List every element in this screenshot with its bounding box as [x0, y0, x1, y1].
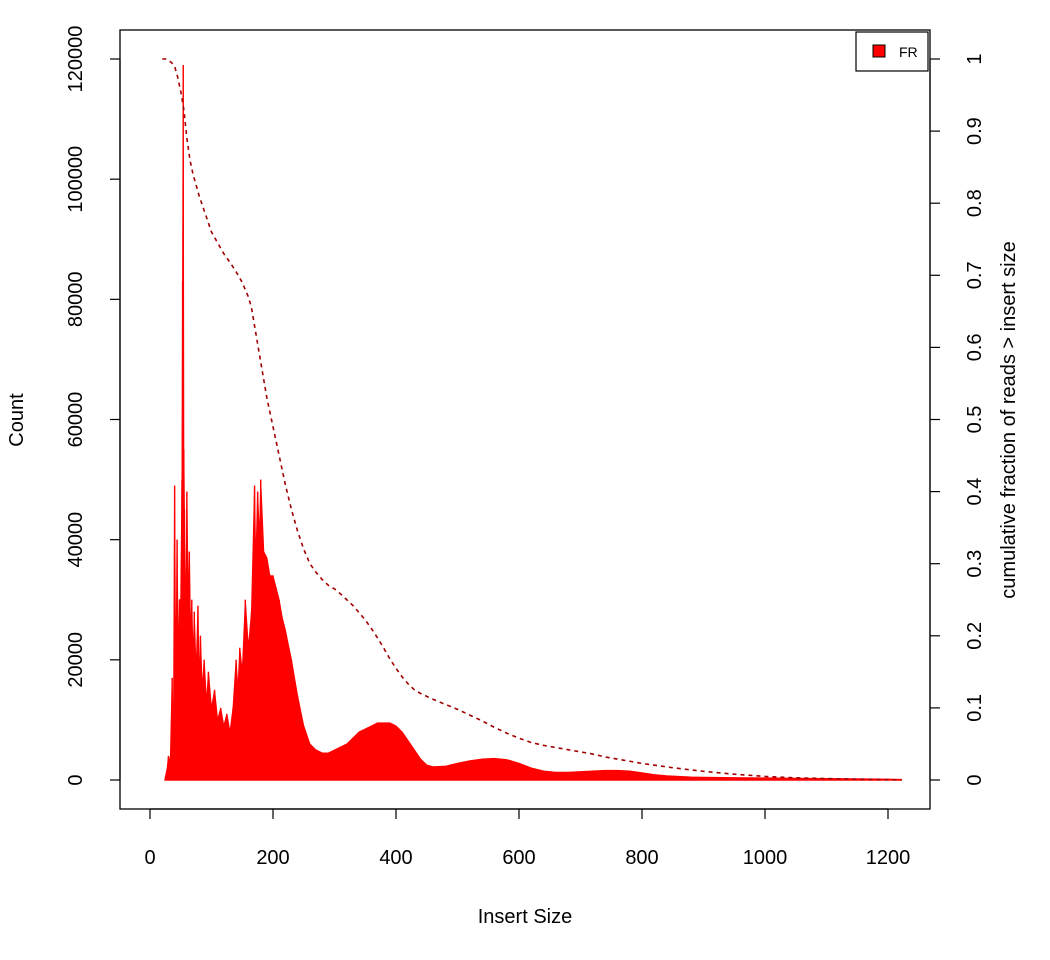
y-right-tick-label: 0.4 [964, 478, 986, 506]
y-right-tick-label: 0.2 [964, 622, 986, 650]
y-tick-label: 120000 [65, 26, 87, 93]
y-right-tick-label: 0.3 [964, 550, 986, 578]
y-right-tick-label: 0.9 [964, 117, 986, 145]
histogram-layer [164, 65, 903, 781]
y-tick-label: 0 [65, 774, 87, 785]
y-right-tick-label: 0.6 [964, 333, 986, 361]
y-tick-label: 80000 [65, 271, 87, 327]
x-tick-label: 1200 [866, 847, 911, 869]
x-tick-label: 800 [625, 847, 658, 869]
y-right-tick-label: 0.1 [964, 694, 986, 722]
y-right-tick-label: 0.5 [964, 406, 986, 434]
x-tick-label: 0 [144, 847, 155, 869]
y-right-tick-label: 0 [964, 774, 986, 785]
legend: FR [855, 31, 929, 72]
x-tick-label: 400 [379, 847, 412, 869]
y-tick-label: 20000 [65, 632, 87, 688]
legend-box [855, 31, 929, 72]
x-tick-label: 200 [256, 847, 289, 869]
y-tick-label: 100000 [65, 146, 87, 213]
x-tick-label: 600 [502, 847, 535, 869]
y-tick-label: 60000 [65, 392, 87, 448]
y-tick-label: 40000 [65, 512, 87, 568]
y-right-tick-label: 1 [964, 53, 986, 64]
legend-label-fr: FR [899, 44, 918, 60]
legend-swatch-fr [872, 44, 886, 58]
y-right-tick-label: 0.7 [964, 261, 986, 289]
axes-layer: 0 200 400 600 800 1000 1200 0 20000 40000 60000 800… [65, 26, 986, 869]
x-axis-title: Insert Size [478, 906, 572, 928]
y-right-tick-label: 0.8 [964, 189, 986, 217]
y-right-axis-title: cumulative fraction of reads > insert si… [998, 241, 1020, 598]
x-tick-label: 1000 [743, 847, 788, 869]
y-axis-title: Count [6, 393, 28, 447]
